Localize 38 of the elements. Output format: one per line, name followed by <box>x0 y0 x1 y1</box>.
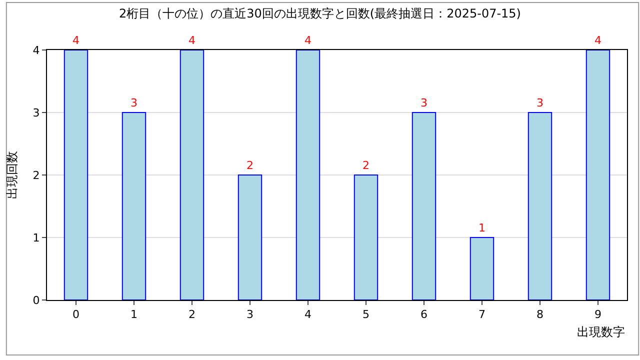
y-axis-title: 出現回数 <box>5 151 20 200</box>
y-tick-label: 1 <box>32 231 40 244</box>
x-tick-label: 8 <box>536 308 544 322</box>
y-tick-label: 2 <box>32 168 40 182</box>
data-label: 2 <box>362 159 370 172</box>
bar <box>122 112 146 300</box>
x-tick-label: 9 <box>594 308 602 322</box>
data-label: 4 <box>188 34 196 47</box>
x-tick-label: 1 <box>130 308 138 322</box>
x-tick-label: 5 <box>362 308 370 322</box>
bar <box>528 112 552 300</box>
bar <box>64 50 88 300</box>
bar <box>412 112 436 300</box>
data-label: 4 <box>594 34 602 47</box>
x-tick-label: 7 <box>478 308 486 322</box>
data-label: 4 <box>72 34 80 47</box>
x-tick-label: 0 <box>72 308 80 322</box>
x-axis-title: 出現数字 <box>577 325 625 339</box>
y-tick-label: 4 <box>32 44 40 57</box>
y-tick-label: 3 <box>32 106 40 120</box>
data-label: 3 <box>420 96 428 110</box>
x-tick-label: 6 <box>420 308 428 322</box>
bar <box>296 50 320 300</box>
x-tick-label: 3 <box>246 308 254 322</box>
chart-title: 2桁目（十の位）の直近30回の出現数字と回数(最終抽選日：2025-07-15) <box>118 6 522 20</box>
data-label: 3 <box>536 96 544 110</box>
bar <box>470 237 494 300</box>
data-label: 2 <box>246 159 254 172</box>
data-label: 3 <box>130 96 138 110</box>
bar <box>586 50 610 300</box>
bar <box>354 174 378 300</box>
bar <box>180 50 204 300</box>
x-tick-label: 2 <box>188 308 196 322</box>
x-tick-label: 4 <box>304 308 312 322</box>
data-label: 4 <box>304 34 312 47</box>
data-label: 1 <box>478 222 486 234</box>
y-tick-label: 0 <box>32 294 40 307</box>
bar <box>238 174 262 300</box>
